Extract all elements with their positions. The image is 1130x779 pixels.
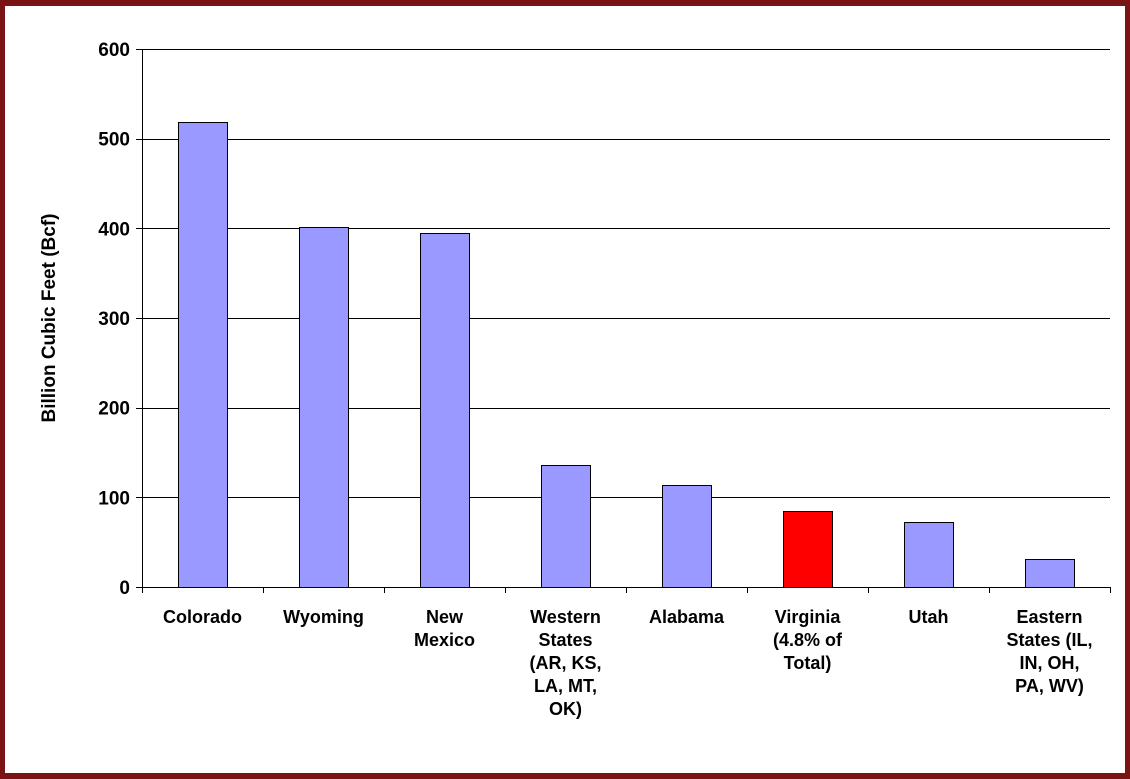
x-category-label-line: LA, MT, xyxy=(534,676,597,696)
x-category-label: Utah xyxy=(909,607,949,627)
y-tick-label: 400 xyxy=(98,219,130,240)
x-category-label: Wyoming xyxy=(283,607,364,627)
x-category-label-line: Colorado xyxy=(163,607,242,627)
y-tick-label: 600 xyxy=(98,40,130,61)
x-category-label-line: IN, OH, xyxy=(1019,653,1079,673)
y-tick-labels: 0 100 200 300 400 500 600 xyxy=(98,40,130,599)
bar xyxy=(299,227,349,588)
bar-chart: 0 100 200 300 400 500 600 Colorado Wyoming New Me… xyxy=(39,40,1111,719)
x-category-label-line: (4.8% of xyxy=(773,630,843,650)
bar xyxy=(541,465,591,588)
y-tick-label: 200 xyxy=(98,399,130,420)
x-category-label-line: Wyoming xyxy=(283,607,364,627)
x-category-label-line: Mexico xyxy=(414,630,475,650)
x-category-label-line: New xyxy=(426,607,464,627)
x-category-label-line: Total) xyxy=(784,653,832,673)
x-category-label-line: OK) xyxy=(549,699,582,719)
bar xyxy=(178,122,228,588)
x-category-label-line: PA, WV) xyxy=(1015,676,1084,696)
bar xyxy=(1025,559,1075,588)
x-category-label: Eastern States (IL, IN, OH, PA, WV) xyxy=(1006,607,1092,696)
x-category-label-line: Western xyxy=(530,607,601,627)
bar xyxy=(904,522,954,588)
y-tick-label: 0 xyxy=(119,578,130,599)
y-tick-label: 500 xyxy=(98,130,130,151)
bar xyxy=(420,233,470,588)
x-category-label-line: Utah xyxy=(909,607,949,627)
y-tick-label: 100 xyxy=(98,488,130,509)
bar xyxy=(783,511,833,588)
x-category-label-line: States xyxy=(538,630,592,650)
x-category-label-line: (AR, KS, xyxy=(530,653,602,673)
x-category-label: Colorado xyxy=(163,607,242,627)
y-axis-title: Billion Cubic Feet (Bcf) xyxy=(39,214,60,423)
x-category-label: Alabama xyxy=(649,607,725,627)
x-category-label: New Mexico xyxy=(414,607,475,650)
x-category-label: Virginia (4.8% of Total) xyxy=(773,607,843,673)
x-category-label-line: Alabama xyxy=(649,607,725,627)
x-category-label: Western States (AR, KS, LA, MT, OK) xyxy=(530,607,602,719)
x-category-label-line: Virginia xyxy=(775,607,842,627)
axes xyxy=(136,49,1111,593)
y-tick-label: 300 xyxy=(98,309,130,330)
x-category-labels: Colorado Wyoming New Mexico Western States (AR… xyxy=(163,607,1093,719)
bar xyxy=(662,485,712,588)
gridlines xyxy=(142,49,1110,498)
bars xyxy=(178,122,1075,588)
x-category-label-line: Eastern xyxy=(1016,607,1082,627)
x-category-label-line: States (IL, xyxy=(1006,630,1092,650)
